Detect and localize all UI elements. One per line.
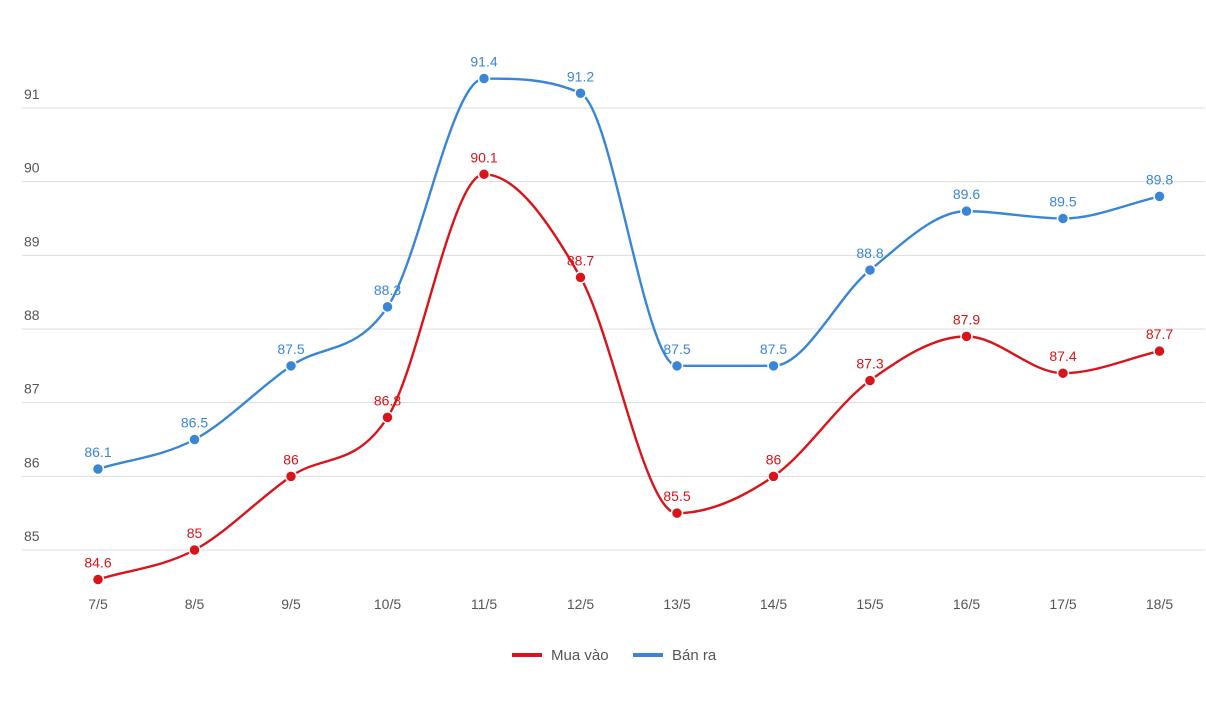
data-point-ban-ra[interactable] xyxy=(381,300,394,314)
data-label-ban-ra: 89.6 xyxy=(953,186,980,202)
data-label-mua-vao: 87.3 xyxy=(856,356,883,372)
y-tick-label: 86 xyxy=(24,454,40,470)
data-point-mua-vao[interactable] xyxy=(284,470,298,483)
data-point-mua-vao[interactable] xyxy=(960,330,973,343)
x-tick-label: 9/5 xyxy=(281,596,301,612)
data-point-ban-ra[interactable] xyxy=(767,359,780,373)
data-label-mua-vao: 87.9 xyxy=(953,311,980,327)
data-point-mua-vao[interactable] xyxy=(767,470,780,483)
data-label-ban-ra: 91.4 xyxy=(470,54,497,70)
x-tick-label: 13/5 xyxy=(663,596,690,612)
data-label-ban-ra: 88.3 xyxy=(374,282,401,298)
data-point-mua-vao[interactable] xyxy=(381,411,394,424)
data-point-ban-ra[interactable] xyxy=(284,359,298,373)
data-point-ban-ra[interactable] xyxy=(91,462,105,476)
data-label-mua-vao: 84.6 xyxy=(84,554,111,570)
x-tick-label: 17/5 xyxy=(1049,596,1076,612)
y-tick-label: 91 xyxy=(24,86,40,102)
y-tick-label: 88 xyxy=(24,307,40,323)
data-label-mua-vao: 86 xyxy=(283,451,299,467)
data-point-mua-vao[interactable] xyxy=(670,506,684,520)
legend-label-ban-ra[interactable]: Bán ra xyxy=(672,647,717,664)
data-point-ban-ra[interactable] xyxy=(574,87,587,100)
legend-label-mua-vao[interactable]: Mua vào xyxy=(551,647,609,664)
data-point-mua-vao[interactable] xyxy=(1153,344,1166,358)
data-label-ban-ra: 89.5 xyxy=(1049,194,1076,210)
data-point-ban-ra[interactable] xyxy=(863,263,877,277)
data-label-mua-vao: 85.5 xyxy=(663,488,690,504)
x-axis-ticks: 7/5 8/5 9/5 10/5 11/5 12/5 13/5 14/5 15/5 16/5 17/… xyxy=(88,596,1173,612)
data-point-ban-ra[interactable] xyxy=(477,72,491,85)
data-point-mua-vao[interactable] xyxy=(91,573,105,586)
data-label-mua-vao: 87.7 xyxy=(1146,326,1173,342)
data-label-ban-ra: 91.2 xyxy=(567,68,594,84)
data-label-ban-ra: 88.8 xyxy=(856,245,883,261)
x-tick-label: 8/5 xyxy=(185,596,205,612)
data-label-mua-vao: 90.1 xyxy=(470,149,497,165)
data-point-mua-vao[interactable] xyxy=(574,271,587,284)
data-label-mua-vao: 87.4 xyxy=(1049,348,1076,364)
y-tick-label: 85 xyxy=(24,528,40,544)
y-axis-ticks: 85 86 87 88 89 90 91 xyxy=(24,86,40,544)
data-point-mua-vao[interactable] xyxy=(188,543,201,557)
x-tick-label: 18/5 xyxy=(1146,596,1173,612)
x-tick-label: 12/5 xyxy=(567,596,594,612)
data-label-mua-vao: 86 xyxy=(766,451,782,467)
data-point-ban-ra[interactable] xyxy=(960,204,973,218)
data-points xyxy=(91,72,1166,586)
y-tick-label: 87 xyxy=(24,381,40,397)
data-label-ban-ra: 86.5 xyxy=(181,415,208,431)
x-tick-label: 14/5 xyxy=(760,596,787,612)
data-label-ban-ra: 87.5 xyxy=(663,341,690,357)
data-labels: 84.6 85 86 86.8 90.1 88.7 85.5 86 87.3 87.9 87.4 87… xyxy=(84,54,1173,571)
data-label-ban-ra: 89.8 xyxy=(1146,171,1173,187)
gridlines xyxy=(22,107,1205,551)
data-label-mua-vao: 85 xyxy=(187,525,203,541)
x-tick-label: 11/5 xyxy=(471,596,497,612)
data-label-ban-ra: 87.5 xyxy=(760,341,787,357)
y-tick-label: 90 xyxy=(24,160,40,176)
series-line-ban-ra xyxy=(97,77,1160,471)
data-label-mua-vao: 88.7 xyxy=(567,252,594,268)
data-point-ban-ra[interactable] xyxy=(670,359,684,373)
data-point-mua-vao[interactable] xyxy=(1056,366,1070,380)
x-tick-label: 15/5 xyxy=(856,596,883,612)
x-tick-label: 7/5 xyxy=(88,596,108,612)
data-label-mua-vao: 86.8 xyxy=(374,392,401,408)
data-point-ban-ra[interactable] xyxy=(1153,190,1166,203)
y-tick-label: 89 xyxy=(24,233,40,249)
x-tick-label: 16/5 xyxy=(953,596,980,612)
data-label-ban-ra: 86.1 xyxy=(84,444,111,460)
x-tick-label: 10/5 xyxy=(374,596,401,612)
data-point-mua-vao[interactable] xyxy=(863,374,877,387)
legend: Mua vào Bán ra xyxy=(512,647,717,664)
data-point-mua-vao[interactable] xyxy=(477,168,491,181)
data-point-ban-ra[interactable] xyxy=(1056,212,1070,225)
data-point-ban-ra[interactable] xyxy=(188,433,201,446)
data-label-ban-ra: 87.5 xyxy=(277,341,304,357)
